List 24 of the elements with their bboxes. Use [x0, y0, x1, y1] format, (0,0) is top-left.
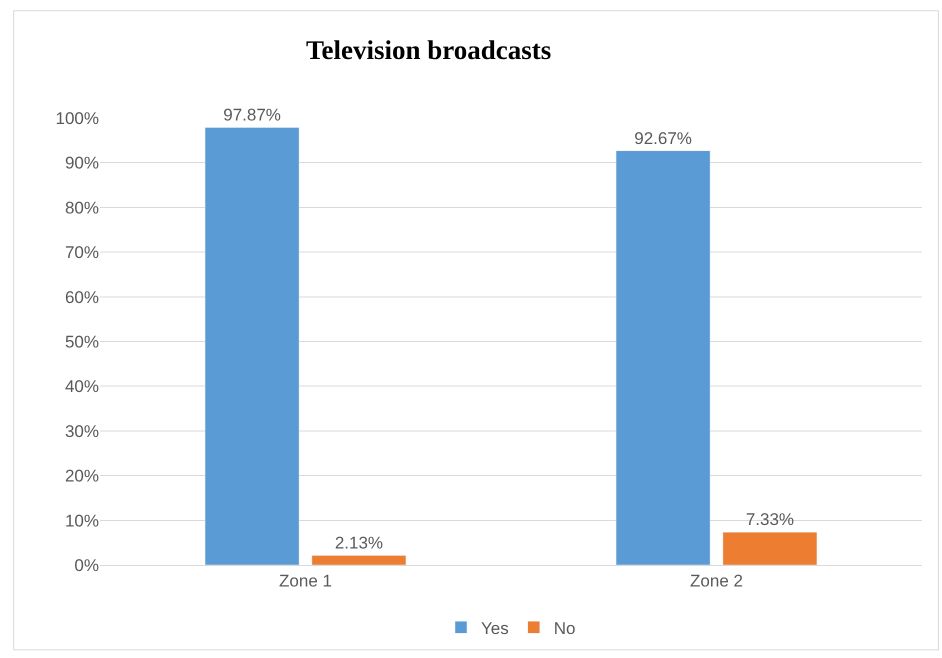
bar: [616, 150, 710, 565]
y-tick-label: 70%: [64, 243, 99, 262]
bar: [204, 127, 300, 565]
data-label: 7.33%: [746, 510, 794, 530]
chart-title: Television broadcasts: [306, 34, 552, 65]
y-tick-label: 40%: [64, 377, 99, 396]
legend-label: No: [554, 618, 576, 638]
x-tick-label: Zone 2: [690, 571, 743, 590]
y-tick-label: 20%: [64, 466, 99, 486]
y-tick-label: 10%: [64, 511, 99, 530]
y-tick-label: 60%: [64, 288, 99, 307]
y-tick-label: 0%: [74, 556, 99, 575]
data-label: 2.13%: [334, 533, 384, 552]
y-tick-label: 90%: [64, 154, 99, 173]
bar: [312, 555, 406, 565]
legend-label: Yes: [481, 618, 509, 638]
data-label: 97.87%: [223, 106, 281, 125]
x-tick-label: Zone 1: [279, 571, 332, 590]
data-label: 92.67%: [634, 128, 692, 148]
y-tick-label: 30%: [64, 422, 99, 441]
bar: [722, 532, 818, 565]
y-tick-label: 50%: [64, 332, 99, 352]
y-tick-label: 100%: [56, 108, 99, 128]
y-tick-label: 80%: [64, 198, 99, 218]
